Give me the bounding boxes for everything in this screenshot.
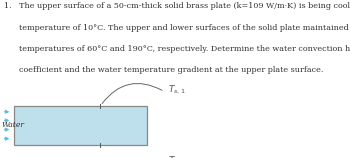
Text: Water: Water [1,121,24,129]
Text: 1.   The upper surface of a 50-cm-thick solid brass plate (k=109 W/m·K) is being: 1. The upper surface of a 50-cm-thick so… [4,2,350,10]
Text: coefficient and the water temperature gradient at the upper plate surface.: coefficient and the water temperature gr… [4,66,323,74]
Bar [14,106,147,145]
Text: temperatures of 60°C and 190°C, respectively. Determine the water convection hea: temperatures of 60°C and 190°C, respecti… [4,45,350,53]
Text: $T_{s,2}$: $T_{s,2}$ [168,155,186,158]
Text: temperature of 10°C. The upper and lower surfaces of the solid plate maintained : temperature of 10°C. The upper and lower… [4,24,350,32]
Text: $T_{s,1}$: $T_{s,1}$ [168,84,186,96]
